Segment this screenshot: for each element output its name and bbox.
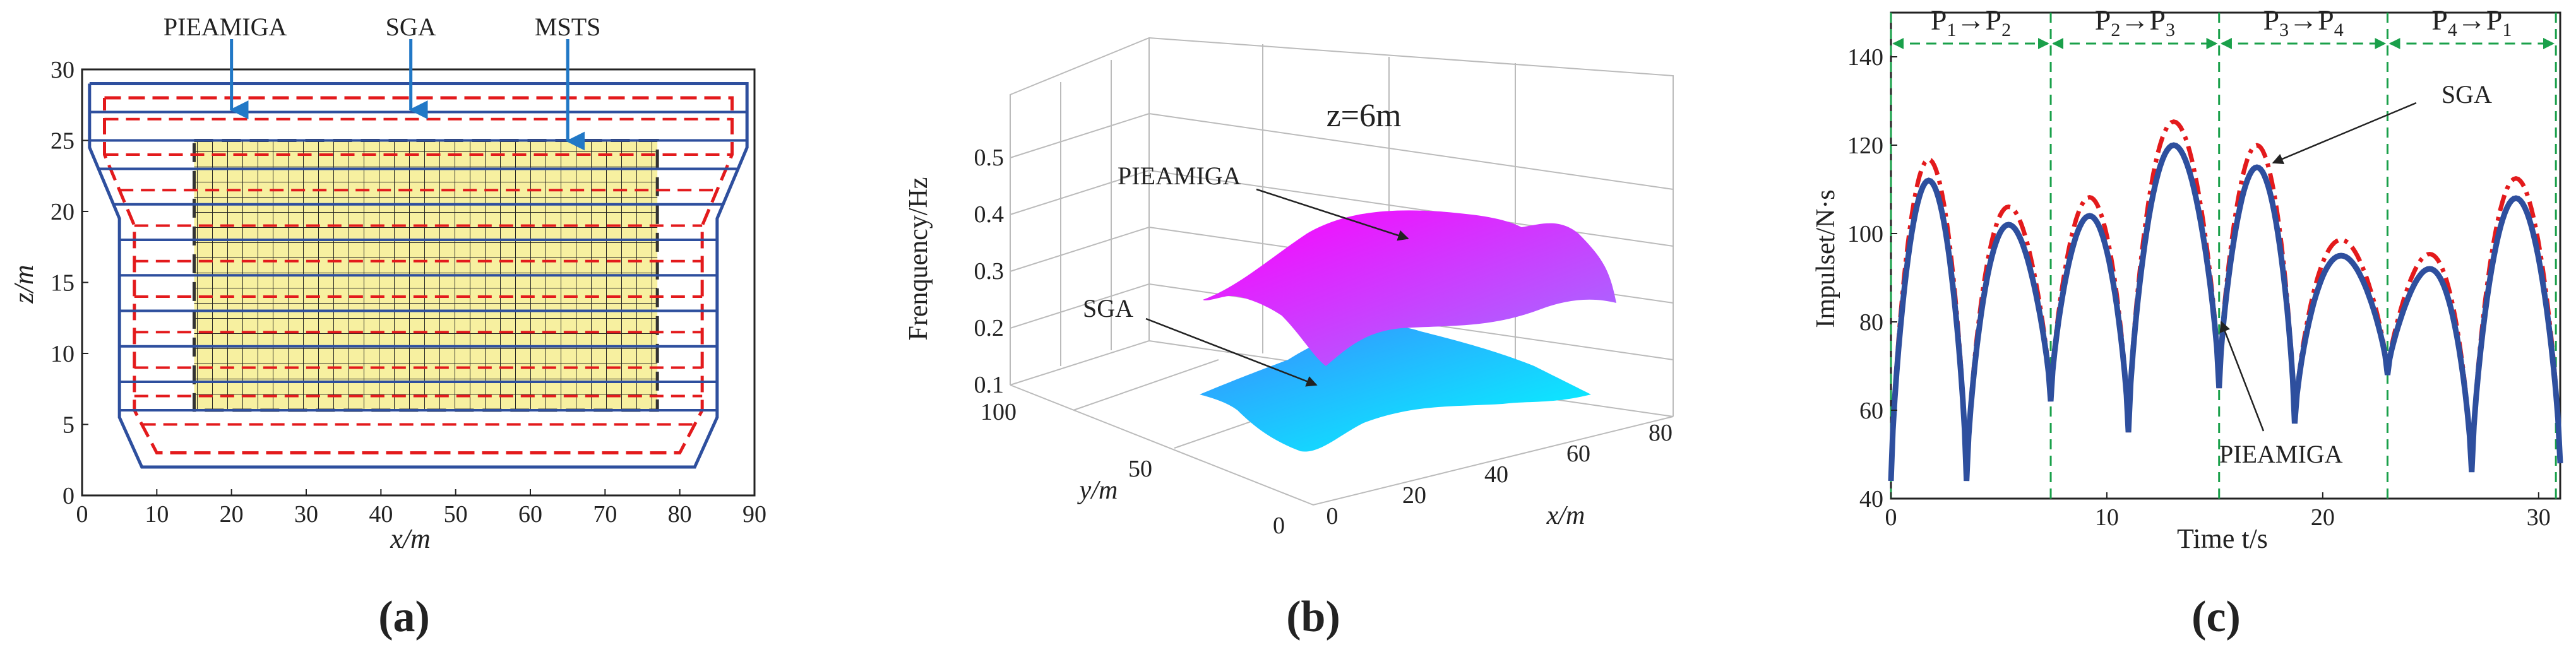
annotation-label: SGA [386,13,436,41]
panel-c-axes-box [1890,11,2561,500]
panel-a-annotations: PIEAMIGA SGA MSTS [164,13,601,151]
x-tick-label: 20 [2311,504,2335,531]
x-tick-label: 10 [2095,504,2119,531]
x-tick-label: 10 [145,501,169,528]
pieamiga-surface [1203,210,1616,366]
y-tick-label: 100 [981,399,1017,425]
x-tick-label: 60 [1566,441,1590,467]
sga-annotation-arrow [2272,102,2417,164]
panel-c-phases: P1→P2 P2→P3 P3→P4 P4→P1 [1890,4,2557,499]
sga-annotation-label: SGA [2442,80,2492,109]
y-tick-label: 80 [1859,309,1883,336]
z-tick-label: 0.4 [974,201,1005,228]
panel-c-xlabel: Time t/s [2177,523,2268,554]
x-tick-label: 60 [518,501,542,528]
y-tick-label: 60 [1859,398,1883,424]
panel-c-ylabel: Impulset/N·s [1811,189,1840,328]
x-tick-label: 40 [369,501,393,528]
panel-b-zlabel: Frenquency/Hz [904,177,933,341]
panel-b-sga-arrow [1145,317,1318,387]
x-tick-label: 20 [1402,482,1426,509]
y-tick-label: 25 [51,128,75,155]
panel-a-ylabel: z/m [8,264,39,304]
panel-c: P1→P2 P2→P3 P3→P4 P4→P1 0 10 20 30 40 60 80 100 12… [1811,4,2563,641]
y-tick-label: 50 [1128,456,1152,482]
panel-a-label: (a) [378,593,430,641]
panel-b-sga-label: SGA [1083,294,1133,323]
z-tick-label: 0.2 [974,315,1005,341]
y-tick-label: 140 [1847,44,1883,71]
phase-label: P1→P2 [1931,4,2011,40]
y-tick-label: 30 [51,57,75,83]
y-tick-label: 0 [63,483,75,509]
annotation-label: MSTS [535,13,601,41]
panel-a-xlabel: x/m [390,523,431,554]
pieamiga-annotation-label: PIEAMIGA [2219,440,2343,468]
z-tick-label: 0.1 [974,372,1005,398]
panel-a-y-ticks: 0 5 10 15 20 25 30 [51,57,88,509]
x-tick-label: 0 [76,501,88,528]
panel-b-ylabel: y/m [1077,476,1118,505]
z-tick-label: 0.3 [974,258,1005,285]
panel-c-series [1888,119,2563,482]
phase-label: P2→P3 [2095,4,2175,40]
phase-label: P3→P4 [2263,4,2344,40]
panel-b-pieamiga-label: PIEAMIGA [1118,162,1241,190]
x-tick-label: 50 [444,501,468,528]
panel-b-pieamiga-arrow [1256,188,1409,241]
phase-label: P4→P1 [2431,4,2512,40]
pieamiga-outline [88,82,749,469]
x-tick-label: 70 [593,501,617,528]
panel-c-x-ticks: 0 10 20 30 [1885,492,2551,531]
annotation-label: PIEAMIGA [164,13,287,41]
panel-a-outlines [88,82,749,469]
x-tick-label: 80 [668,501,692,528]
z-tick-label: 0.5 [974,145,1005,171]
y-tick-label: 15 [51,270,75,297]
panel-b-title: z=6m [1327,98,1402,134]
panel-a: 0 10 20 30 40 50 60 70 80 90 0 5 10 15 20 25 30 PIEAMIG… [8,13,766,641]
x-tick-label: 80 [1649,420,1673,446]
panel-b-xlabel: x/m [1546,501,1585,530]
y-tick-label: 5 [63,412,75,439]
sga-surface [1200,326,1591,452]
x-tick-label: 40 [1484,461,1508,488]
x-tick-label: 0 [1327,503,1339,530]
pieamiga-annotation-arrow [2219,321,2265,432]
x-tick-label: 20 [220,501,244,528]
x-tick-label: 90 [742,501,766,528]
panel-b: 0.1 0.2 0.3 0.4 0.5 0 20 40 60 80 0 50 100 PIEAMIG… [904,37,1674,641]
panel-c-annotations: SGA PIEAMIGA [2219,80,2492,468]
y-tick-label: 20 [51,199,75,225]
sga-outline [103,96,734,454]
x-tick-label: 0 [1885,504,1897,531]
x-tick-label: 30 [2527,504,2551,531]
panel-b-label: (b) [1286,593,1340,641]
pieamiga-series-line [1888,142,2563,482]
y-tick-label: 10 [51,341,75,367]
panel-a-x-ticks: 0 10 20 30 40 50 60 70 80 90 [76,489,766,528]
y-tick-label: 40 [1859,486,1883,512]
panel-c-label: (c) [2191,593,2241,641]
panel-b-y-ticks: 0 50 100 [981,399,1285,539]
y-tick-label: 120 [1847,133,1883,159]
y-tick-label: 0 [1273,512,1285,539]
x-tick-label: 30 [294,501,318,528]
panel-b-x-ticks: 0 20 40 60 80 [1327,420,1673,530]
y-tick-label: 100 [1847,221,1883,247]
panel-b-z-ticks: 0.1 0.2 0.3 0.4 0.5 [974,145,1005,398]
panel-c-y-ticks: 40 60 80 100 120 140 [1847,44,1897,512]
